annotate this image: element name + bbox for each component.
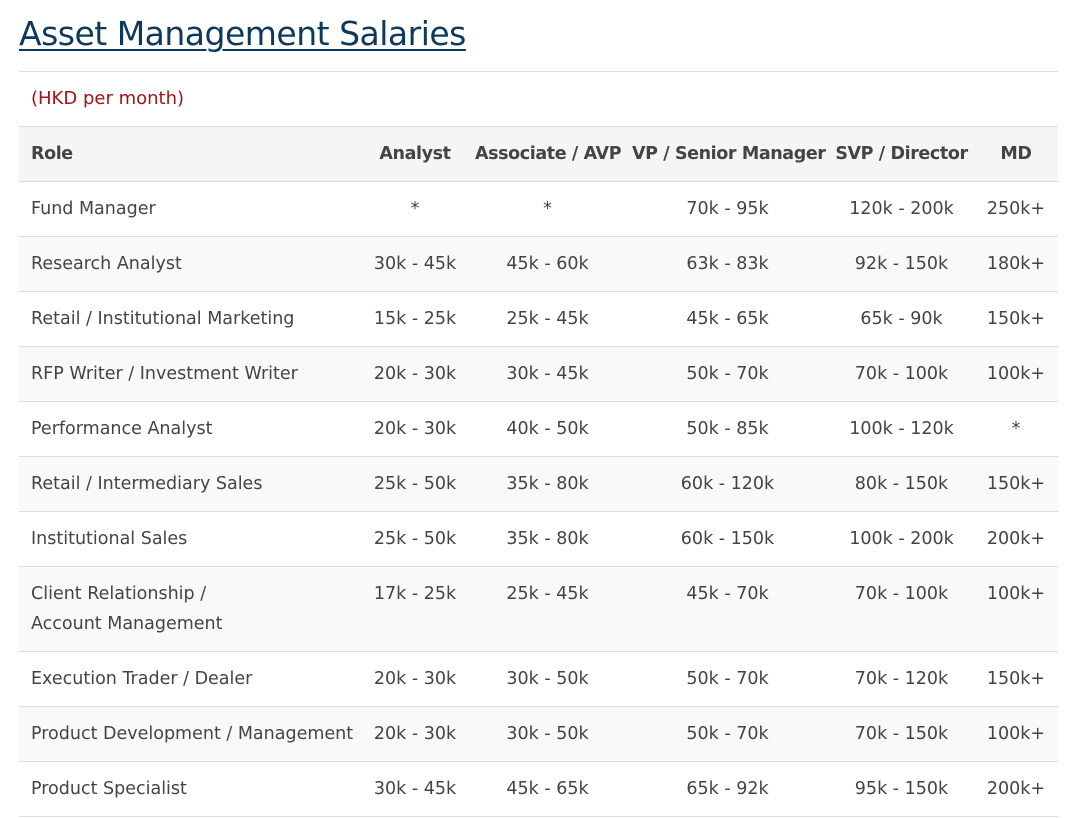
cell-md: 150k+ (974, 456, 1058, 512)
cell-svp-director: 92k - 150k (829, 236, 974, 292)
cell-associate-avp: * (469, 181, 626, 237)
header-md: MD (974, 126, 1058, 182)
cell-vp-senior-manager: 60k - 150k (626, 511, 829, 567)
cell-vp-senior-manager: 50k - 85k (626, 401, 829, 457)
cell-role: Research Analyst (19, 236, 361, 292)
cell-associate-avp: 45k - 65k (469, 761, 626, 817)
cell-analyst: 15k - 25k (361, 291, 469, 347)
cell-vp-senior-manager: 63k - 83k (626, 236, 829, 292)
cell-role: Retail / Institutional Marketing (19, 291, 361, 347)
cell-associate-avp: 40k - 50k (469, 401, 626, 457)
cell-role: Product Specialist (19, 761, 361, 817)
cell-md: 150k+ (974, 651, 1058, 707)
cell-analyst: 20k - 30k (361, 706, 469, 762)
cell-vp-senior-manager: 50k - 70k (626, 651, 829, 707)
cell-associate-avp: 30k - 50k (469, 706, 626, 762)
cell-role: Client Relationship / Account Management (19, 566, 361, 652)
table-header-row: Role Analyst Associate / AVP VP / Senior… (19, 126, 1058, 182)
cell-md: 200k+ (974, 511, 1058, 567)
header-associate-avp: Associate / AVP (469, 126, 626, 182)
cell-analyst: 17k - 25k (361, 566, 469, 652)
cell-analyst: 25k - 50k (361, 456, 469, 512)
cell-analyst: 25k - 50k (361, 511, 469, 567)
cell-vp-senior-manager: 60k - 120k (626, 456, 829, 512)
cell-associate-avp: 35k - 80k (469, 511, 626, 567)
cell-svp-director: 70k - 120k (829, 651, 974, 707)
table-row: Retail / Institutional Marketing 15k - 25… (19, 291, 1058, 347)
table-row: Retail / Intermediary Sales 25k - 50k 35k … (19, 456, 1058, 512)
cell-role: Product Development / Management (19, 706, 361, 762)
cell-md: 100k+ (974, 346, 1058, 402)
cell-associate-avp: 25k - 45k (469, 566, 626, 652)
table-row: Execution Trader / Dealer 20k - 30k 30k - … (19, 651, 1058, 707)
cell-svp-director: 95k - 150k (829, 761, 974, 817)
cell-vp-senior-manager: 50k - 70k (626, 706, 829, 762)
cell-role: Retail / Intermediary Sales (19, 456, 361, 512)
cell-svp-director: 80k - 150k (829, 456, 974, 512)
cell-vp-senior-manager: 65k - 92k (626, 761, 829, 817)
cell-associate-avp: 35k - 80k (469, 456, 626, 512)
table-row: Performance Analyst 20k - 30k 40k - 50k 50k… (19, 401, 1058, 457)
table-row: RFP Writer / Investment Writer 20k - 30k 3… (19, 346, 1058, 402)
cell-analyst: * (361, 181, 469, 237)
cell-vp-senior-manager: 70k - 95k (626, 181, 829, 237)
cell-svp-director: 70k - 100k (829, 346, 974, 402)
cell-associate-avp: 30k - 45k (469, 346, 626, 402)
salary-article: Asset Management Salaries (HKD per month… (19, 0, 1058, 817)
cell-vp-senior-manager: 45k - 70k (626, 566, 829, 652)
table-row: Product Specialist 30k - 45k 45k - 65k 65k … (19, 761, 1058, 817)
table-row: Client Relationship / Account Management… (19, 566, 1058, 652)
cell-role: RFP Writer / Investment Writer (19, 346, 361, 402)
cell-svp-director: 100k - 120k (829, 401, 974, 457)
page-title-link[interactable]: Asset Management Salaries (19, 14, 466, 53)
cell-role: Performance Analyst (19, 401, 361, 457)
cell-role: Execution Trader / Dealer (19, 651, 361, 707)
cell-md: 180k+ (974, 236, 1058, 292)
cell-md: 150k+ (974, 291, 1058, 347)
cell-svp-director: 70k - 100k (829, 566, 974, 652)
cell-svp-director: 120k - 200k (829, 181, 974, 237)
cell-associate-avp: 30k - 50k (469, 651, 626, 707)
cell-associate-avp: 45k - 60k (469, 236, 626, 292)
header-vp-senior-manager: VP / Senior Manager (626, 126, 829, 182)
cell-analyst: 20k - 30k (361, 346, 469, 402)
page-title: Asset Management Salaries (19, 0, 1058, 59)
cell-role: Institutional Sales (19, 511, 361, 567)
salary-table-body: Fund Manager * * 70k - 95k 120k - 200k 250k+ R… (19, 181, 1058, 817)
cell-analyst: 30k - 45k (361, 761, 469, 817)
title-divider (19, 71, 1058, 72)
table-row: Research Analyst 30k - 45k 45k - 60k 63k - … (19, 236, 1058, 292)
cell-svp-director: 65k - 90k (829, 291, 974, 347)
cell-md: 250k+ (974, 181, 1058, 237)
cell-md: 100k+ (974, 566, 1058, 652)
cell-md: 100k+ (974, 706, 1058, 762)
header-analyst: Analyst (361, 126, 469, 182)
cell-svp-director: 100k - 200k (829, 511, 974, 567)
cell-vp-senior-manager: 50k - 70k (626, 346, 829, 402)
cell-role: Fund Manager (19, 181, 361, 237)
header-role: Role (19, 126, 361, 182)
header-svp-director: SVP / Director (829, 126, 974, 182)
salary-table: Role Analyst Associate / AVP VP / Senior… (19, 126, 1058, 817)
cell-analyst: 20k - 30k (361, 401, 469, 457)
cell-svp-director: 70k - 150k (829, 706, 974, 762)
table-row: Product Development / Management 20k - 30… (19, 706, 1058, 762)
table-row: Institutional Sales 25k - 50k 35k - 80k 60k… (19, 511, 1058, 567)
cell-md: 200k+ (974, 761, 1058, 817)
cell-vp-senior-manager: 45k - 65k (626, 291, 829, 347)
table-row: Fund Manager * * 70k - 95k 120k - 200k 250k+ (19, 181, 1058, 237)
cell-analyst: 30k - 45k (361, 236, 469, 292)
cell-md: * (974, 401, 1058, 457)
currency-note: (HKD per month) (31, 88, 185, 109)
cell-analyst: 20k - 30k (361, 651, 469, 707)
cell-associate-avp: 25k - 45k (469, 291, 626, 347)
